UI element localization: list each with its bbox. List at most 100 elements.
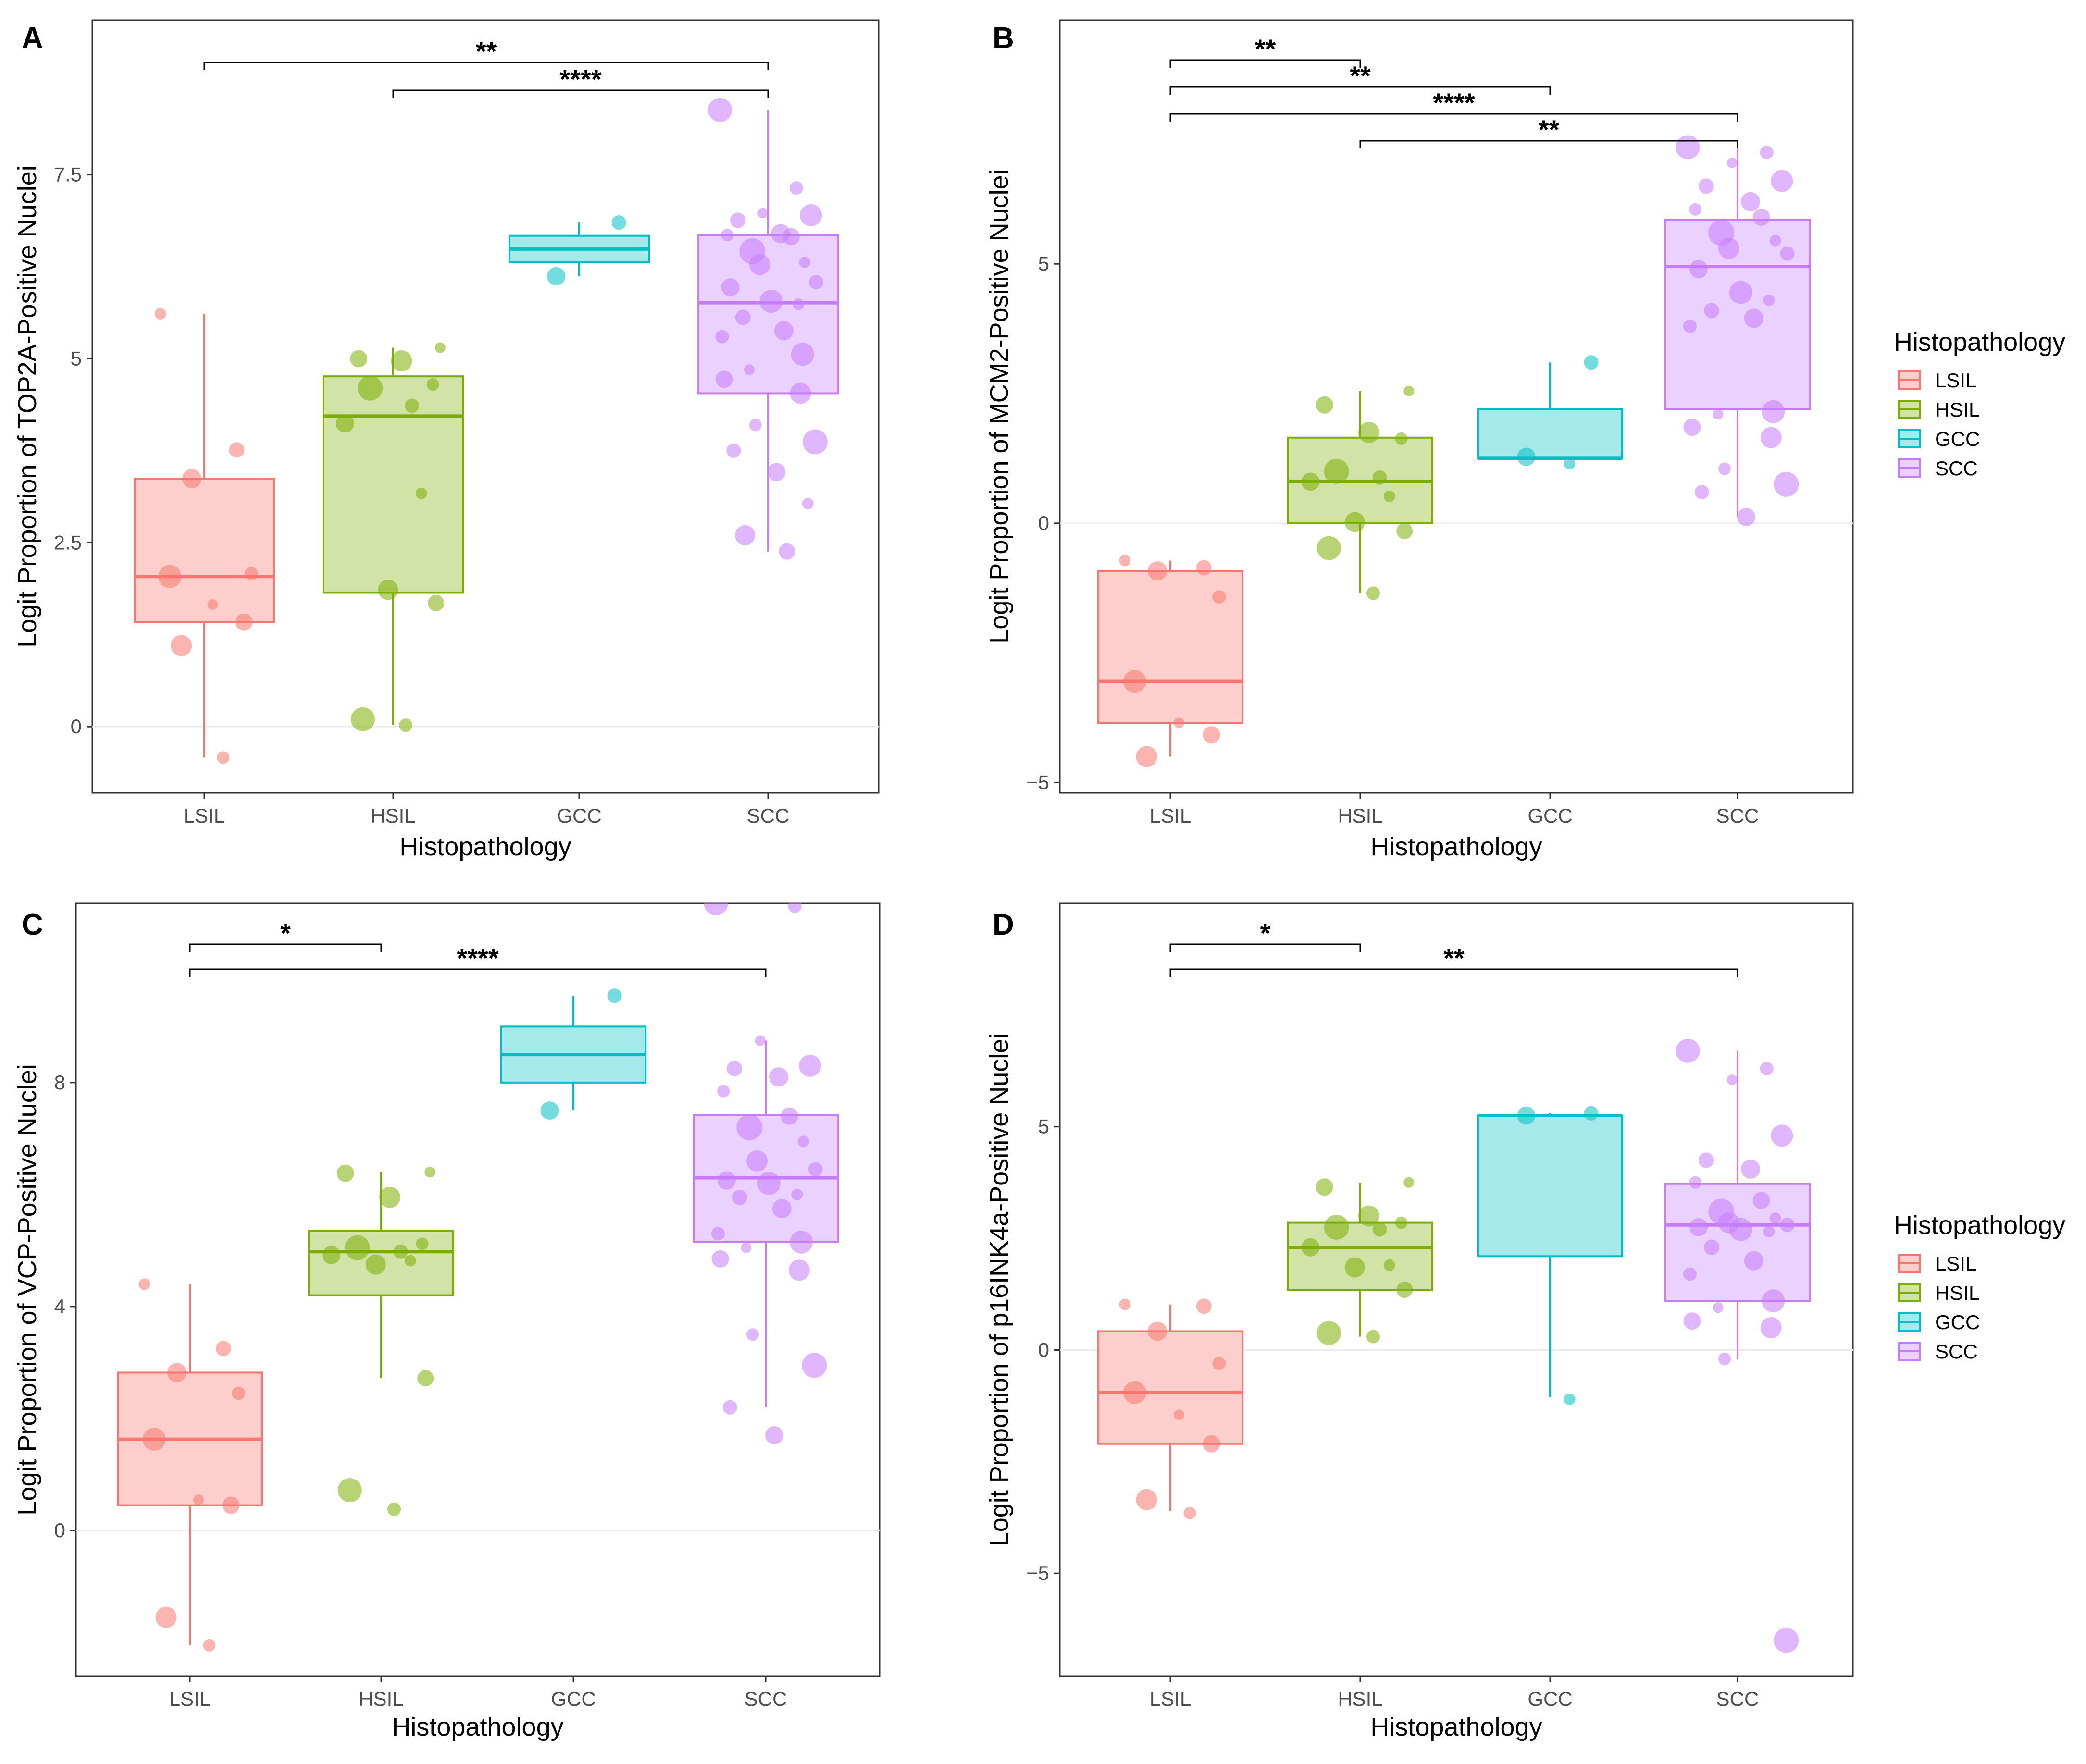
bracket-line [189, 968, 767, 977]
significance-label: **** [1433, 87, 1475, 118]
significance-label: ** [1539, 114, 1560, 145]
data-point-scc [744, 364, 755, 375]
data-point-hsil [1366, 1330, 1380, 1344]
y-tick-label: 5 [1038, 1115, 1049, 1138]
data-point-gcc [540, 1101, 559, 1120]
plot-area-b: ********** [1060, 34, 1853, 767]
x-tick-label: SCC [1716, 1688, 1759, 1710]
data-point-scc [774, 321, 794, 341]
data-point-gcc [607, 988, 622, 1003]
box-lsil [1097, 1304, 1243, 1511]
data-point-lsil [1136, 1489, 1157, 1510]
box-gcc [1477, 1113, 1623, 1397]
data-point-scc [782, 228, 800, 246]
data-point-hsil [322, 1246, 341, 1264]
bracket-line [1169, 968, 1738, 977]
significance-bracket: **** [392, 64, 769, 98]
panel-letter-b: B [993, 22, 1014, 55]
data-point-scc [802, 498, 814, 510]
significance-bracket: * [189, 918, 382, 952]
data-point-hsil [1316, 536, 1341, 560]
data-point-scc [718, 1171, 736, 1190]
x-ticks-a: LSIL HSIL GCC SCC [184, 793, 789, 827]
significance-bracket: **** [189, 943, 767, 977]
data-point-scc [715, 370, 733, 388]
data-point-hsil [1358, 421, 1379, 443]
data-point-scc [791, 343, 814, 366]
data-point-scc [746, 1150, 768, 1172]
legend-item-lsil: LSIL [1898, 1252, 1976, 1275]
data-point-hsil [1301, 472, 1320, 491]
data-point-scc [1741, 192, 1760, 211]
data-point-hsil [1395, 432, 1408, 445]
data-point-scc [735, 525, 756, 545]
data-point-lsil [1174, 1409, 1184, 1420]
data-point-hsil [350, 707, 375, 731]
data-point-scc [1760, 146, 1774, 160]
data-point-scc [1769, 1212, 1781, 1224]
data-point-scc [802, 429, 828, 455]
data-point-lsil [1203, 726, 1220, 744]
legend-title-bottom: Histopathology [1894, 1211, 2065, 1240]
x-tick-label: LSIL [169, 1688, 211, 1710]
box-gcc [500, 996, 646, 1111]
box-iqr [1664, 1183, 1811, 1302]
data-point-hsil [1372, 1222, 1387, 1237]
legend-label: SCC [1935, 457, 1978, 480]
y-tick-label: 0 [1038, 512, 1049, 534]
bracket-line [1169, 86, 1551, 95]
data-point-lsil [207, 599, 218, 610]
bracket-line [1169, 943, 1361, 952]
data-point-scc [1718, 462, 1731, 475]
data-point-scc [1676, 1038, 1700, 1063]
panel-letter-d: D [993, 908, 1014, 941]
significance-label: ** [1350, 61, 1371, 91]
data-point-scc [1762, 400, 1785, 423]
x-tick-label: HSIL [1338, 804, 1382, 827]
data-point-scc [1729, 281, 1752, 304]
data-point-scc [721, 229, 734, 242]
data-point-scc [732, 1189, 747, 1205]
data-point-gcc [1584, 1106, 1599, 1121]
data-point-hsil [335, 414, 354, 433]
data-point-hsil [1316, 1178, 1333, 1196]
significance-bracket: ** [1359, 114, 1738, 148]
data-point-scc [1689, 260, 1708, 279]
data-point-lsil [167, 1363, 186, 1382]
data-point-scc [1763, 294, 1775, 306]
data-point-scc [1676, 135, 1700, 160]
legend-item-scc: SCC [1898, 457, 1978, 480]
data-point-scc [711, 1227, 725, 1241]
data-point-scc [1769, 234, 1781, 247]
data-point-hsil [337, 1478, 362, 1503]
data-point-hsil [399, 718, 413, 732]
x-ticks-d: LSIL HSIL GCC SCC [1150, 1676, 1759, 1710]
y-tick-label: 4 [54, 1295, 65, 1318]
box-iqr [1477, 408, 1623, 459]
data-point-scc [788, 1259, 810, 1281]
data-point-scc [790, 1230, 813, 1254]
data-point-hsil [405, 398, 420, 413]
data-point-hsil [350, 350, 368, 368]
data-point-hsil [1344, 512, 1365, 532]
y-axis-title-d: Logit Proportion of p16INK4a-Positive Nu… [985, 1033, 1014, 1547]
legend-bottom: Histopathology LSIL HSIL GCC SCC [1894, 1211, 2065, 1363]
data-point-hsil [1383, 1259, 1395, 1271]
data-point-hsil [393, 1244, 408, 1259]
box-iqr [134, 478, 275, 623]
legend-item-gcc: GCC [1898, 1311, 1980, 1333]
data-point-scc [790, 382, 811, 404]
data-point-lsil [1123, 1381, 1146, 1404]
x-ticks-c: LSIL HSIL GCC SCC [169, 1676, 787, 1710]
legend-item-hsil: HSIL [1898, 1282, 1980, 1304]
significance-label: **** [559, 64, 601, 94]
data-point-lsil [215, 1341, 231, 1357]
data-point-scc [1737, 507, 1755, 526]
data-point-lsil [1203, 1435, 1220, 1453]
data-point-lsil [1123, 669, 1146, 693]
x-tick-label: HSIL [359, 1688, 403, 1710]
data-point-hsil [428, 594, 445, 611]
data-point-scc [1694, 485, 1709, 500]
legend-top: Histopathology LSIL HSIL GCC SCC [1894, 328, 2065, 480]
